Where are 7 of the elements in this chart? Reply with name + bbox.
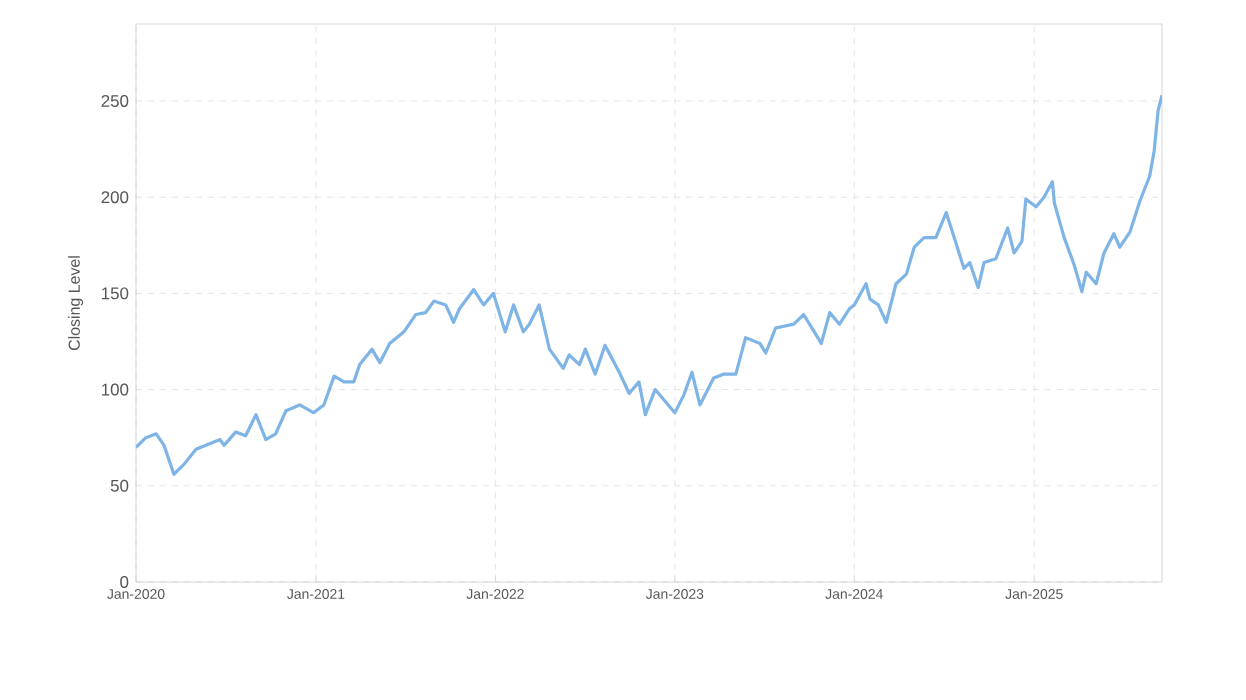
- y-tick-label: 200: [101, 191, 129, 204]
- y-tick-label: 150: [102, 287, 129, 300]
- y-tick-label: 0: [120, 576, 129, 588]
- y-tick-label: 100: [102, 383, 129, 396]
- y-tick-label: 50: [110, 479, 129, 492]
- line-series: [136, 93, 1163, 476]
- y-tick-label: 250: [101, 94, 129, 107]
